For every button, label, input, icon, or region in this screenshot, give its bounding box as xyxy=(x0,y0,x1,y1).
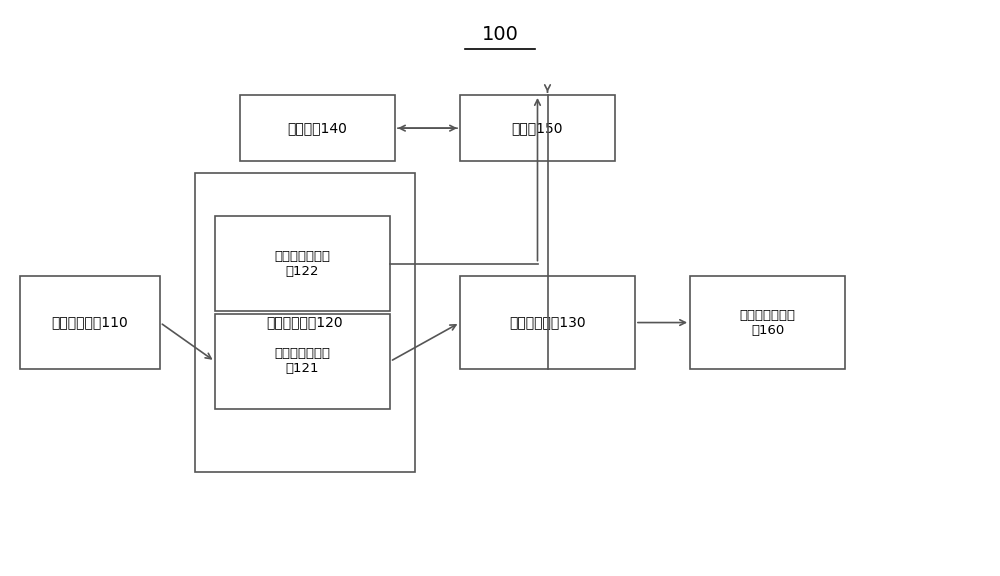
FancyBboxPatch shape xyxy=(460,276,635,369)
Text: 第一电压转换单
元121: 第一电压转换单 元121 xyxy=(274,347,330,376)
Text: 输出保护单元130: 输出保护单元130 xyxy=(509,316,586,329)
Text: 输入保护单元110: 输入保护单元110 xyxy=(52,316,128,329)
FancyBboxPatch shape xyxy=(215,216,390,311)
Text: 第二电压转换单
元122: 第二电压转换单 元122 xyxy=(274,249,330,278)
FancyBboxPatch shape xyxy=(240,95,395,161)
FancyBboxPatch shape xyxy=(690,276,845,369)
FancyBboxPatch shape xyxy=(215,314,390,409)
Text: 处理器150: 处理器150 xyxy=(512,121,563,135)
FancyBboxPatch shape xyxy=(195,173,415,472)
FancyBboxPatch shape xyxy=(20,276,160,369)
FancyBboxPatch shape xyxy=(460,95,615,161)
Text: 第一输出接口单
元160: 第一输出接口单 元160 xyxy=(740,309,796,336)
Text: 通信单元140: 通信单元140 xyxy=(288,121,347,135)
Text: 100: 100 xyxy=(482,25,518,44)
Text: 电压转换单元120: 电压转换单元120 xyxy=(267,316,343,329)
